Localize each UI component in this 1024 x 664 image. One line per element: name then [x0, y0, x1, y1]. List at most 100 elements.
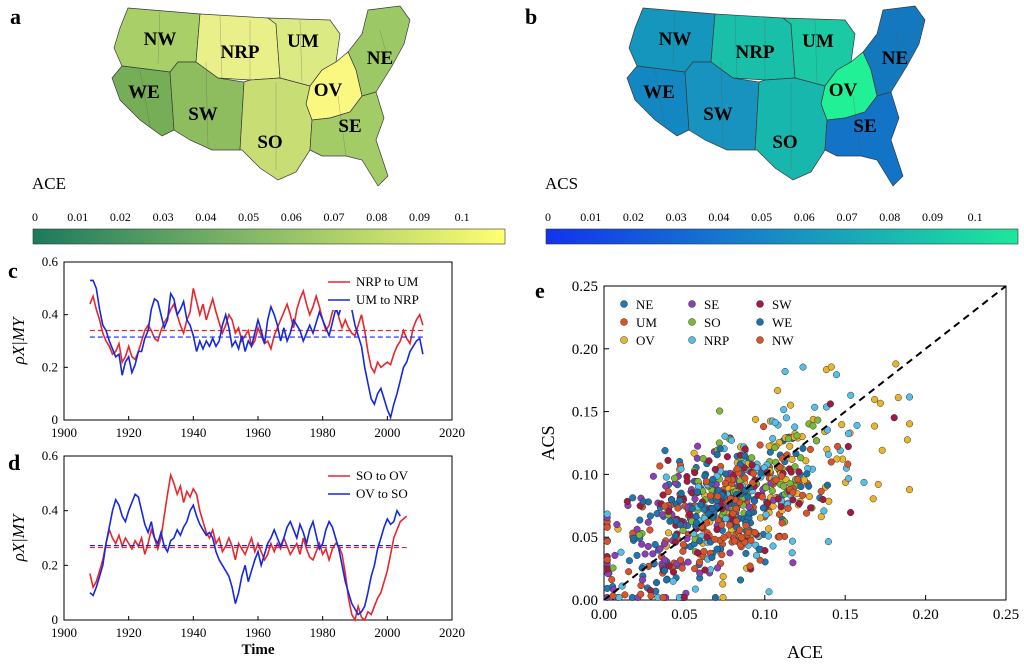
chart-e-point-sw	[777, 503, 785, 511]
chart-e-legend-marker	[620, 336, 628, 344]
chart-d-series-line-1	[89, 492, 401, 616]
chart-e-point-ov	[751, 415, 760, 423]
chart-e-point-nrp	[799, 363, 807, 371]
chart-e-point-ov	[800, 476, 808, 484]
colorbar-ace: 0 0.01 0.02 0.03 0.04 0.05 0.06 0.07 0.08 0.09 0.1	[32, 210, 506, 245]
panel-label-d: d	[8, 450, 21, 475]
chart-e-point-nw	[647, 592, 655, 600]
chart-e-point-ov	[876, 399, 884, 407]
chart-e-point-nrp	[752, 551, 761, 559]
chart-e-point-nrp	[853, 421, 861, 429]
chart-e-point-we	[713, 451, 721, 459]
chart-e-point-sw	[711, 465, 719, 473]
chart-e-point-we	[750, 497, 759, 505]
chart-e-point-we	[823, 481, 832, 489]
chart-e-point-sw	[659, 491, 667, 499]
chart-e-point-sw	[665, 507, 673, 515]
chart-e-point-sw	[847, 508, 855, 517]
chart-d-xtick-label: 1980	[310, 625, 336, 640]
colorbar-ace-tick-label: 0.02	[110, 210, 131, 224]
chart-e-point-sw	[890, 414, 898, 422]
chart-e-point-nw	[730, 537, 738, 545]
chart-e-point-nrp	[824, 450, 832, 458]
chart-e-point-we	[662, 576, 671, 584]
chart-e-point-sw	[819, 495, 827, 504]
chart-e-point-we	[666, 517, 674, 525]
chart-e-point-nw	[637, 590, 645, 598]
chart-e-point-nrp	[762, 511, 770, 519]
chart-e-point-nw	[674, 504, 682, 512]
map-ace-state-border	[337, 95, 347, 157]
chart-d-ylabel: ρX|MY	[9, 513, 28, 562]
chart-e-point-nrp	[791, 423, 799, 431]
chart-e-point-nrp	[905, 393, 914, 401]
colorbar-ace-tick-label: 0.09	[409, 210, 430, 224]
chart-e-point-we	[799, 444, 807, 452]
chart-e-xtick-label: 0.10	[752, 607, 778, 623]
map-ace-state-border	[205, 61, 209, 147]
chart-e-point-se	[656, 545, 664, 553]
chart-e-point-nw	[744, 528, 753, 537]
chart-e-point-nw	[711, 535, 719, 543]
chart-e-point-sw	[680, 593, 688, 602]
chart-e-point-nrp	[603, 510, 611, 518]
chart-e-point-nw	[760, 423, 768, 431]
chart-e-point-we	[671, 532, 679, 540]
chart-e-point-nw	[706, 492, 715, 500]
chart-e-point-we	[759, 504, 767, 512]
chart-e-point-so	[679, 526, 687, 535]
chart-d-xtick-label: 1960	[245, 625, 271, 640]
chart-e-point-sw	[723, 453, 731, 461]
chart-e-point-we	[805, 482, 813, 490]
chart-e-point-ov	[874, 480, 882, 488]
colorbar-ace-tick-label: 0.01	[67, 210, 88, 224]
chart-e: 0.00 0.05 0.10 0.15 0.20 0.25 0.00 0.05 0.10 0.15…	[538, 279, 1019, 662]
map-acs: NW NRP UM NE WE SW OV SO SE	[626, 5, 926, 187]
chart-e-legend-marker	[688, 300, 696, 308]
chart-c-ytick-label: 0.4	[42, 307, 59, 322]
chart-e-point-nrp	[788, 537, 797, 545]
chart-e-point-we	[688, 504, 696, 513]
chart-e-point-se	[649, 472, 657, 480]
chart-e-point-nrp	[722, 515, 730, 523]
chart-e-legend-marker	[688, 336, 696, 344]
map-acs-state-border	[672, 9, 676, 65]
chart-e-point-ov	[719, 593, 727, 602]
chart-e-point-so	[814, 416, 822, 424]
map-acs-region-label-nw: NW	[659, 29, 692, 50]
chart-e-point-ov	[690, 449, 698, 457]
map-ace-state-border	[379, 29, 389, 61]
chart-e-legend-marker	[756, 300, 764, 308]
chart-e-point-so	[797, 454, 805, 462]
chart-d-xtick-label: 1900	[51, 625, 77, 640]
chart-e-point-sw	[795, 499, 803, 508]
chart-e-point-ov	[788, 455, 796, 463]
chart-e-point-we	[797, 483, 805, 491]
colorbar-ace-tick-label: 0.08	[366, 210, 387, 224]
chart-e-point-nw	[679, 541, 687, 549]
chart-e-point-ne	[736, 576, 745, 584]
chart-e-point-nw	[720, 533, 728, 541]
chart-e-point-nrp	[824, 538, 832, 546]
chart-e-xlabel: ACE	[787, 642, 823, 662]
chart-e-point-we	[803, 470, 811, 478]
chart-e-point-nrp	[781, 367, 789, 376]
chart-e-legend-label: SO	[704, 315, 721, 330]
chart-e-point-so	[716, 407, 724, 415]
chart-e-xtick-label: 0.05	[671, 607, 697, 623]
chart-e-point-nw	[806, 445, 814, 453]
chart-e-legend-marker	[620, 300, 628, 308]
map-acs-region-label-ov: OV	[829, 80, 858, 101]
chart-e-point-nw	[758, 493, 766, 501]
chart-e-point-so	[762, 484, 770, 492]
chart-e-legend-label: UM	[636, 315, 657, 330]
chart-e-legend-marker	[756, 336, 764, 344]
chart-e-point-nrp	[669, 577, 677, 585]
map-acs-region-label-ne: NE	[882, 48, 908, 69]
chart-e-point-so	[793, 432, 801, 440]
chart-d-ytick-label: 0.2	[42, 557, 58, 572]
chart-e-point-so	[748, 454, 756, 462]
chart-e-point-sw	[774, 495, 782, 503]
map-ace-region-label-sw: SW	[188, 104, 218, 125]
colorbar-ace-tick-label: 0.05	[238, 210, 259, 224]
